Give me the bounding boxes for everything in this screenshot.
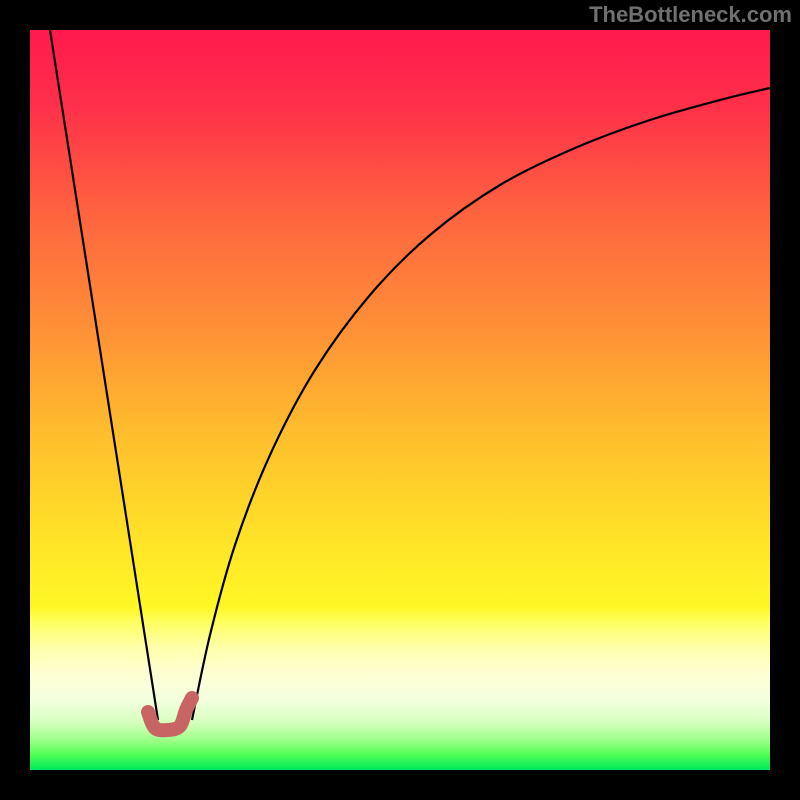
plot-background: [30, 30, 770, 770]
chart-root: TheBottleneck.com: [0, 0, 800, 800]
watermark-text: TheBottleneck.com: [589, 2, 792, 28]
bottleneck-chart: [0, 0, 800, 800]
